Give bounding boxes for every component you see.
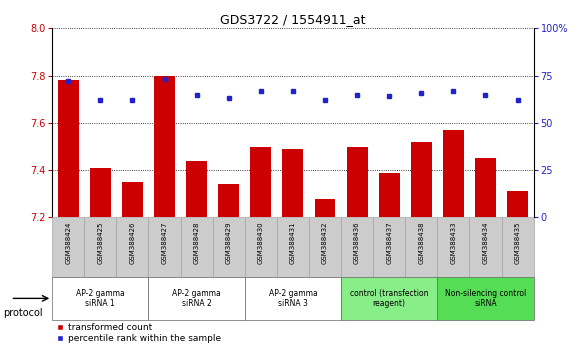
Text: GSM388429: GSM388429 [226, 222, 232, 264]
Text: GSM388436: GSM388436 [354, 222, 360, 264]
Text: GSM388426: GSM388426 [129, 222, 136, 264]
Text: GSM388430: GSM388430 [258, 222, 264, 264]
Bar [379, 172, 400, 217]
Bar [373, 217, 405, 277]
Bar [117, 217, 148, 277]
Bar [437, 277, 534, 320]
Text: AP-2 gamma
siRNA 2: AP-2 gamma siRNA 2 [172, 289, 221, 308]
Text: AP-2 gamma
siRNA 3: AP-2 gamma siRNA 3 [269, 289, 317, 308]
Bar [180, 217, 213, 277]
Bar [341, 277, 437, 320]
Bar [186, 161, 207, 217]
Bar [411, 142, 432, 217]
Bar [314, 199, 335, 217]
Bar [245, 217, 277, 277]
Text: AP-2 gamma
siRNA 1: AP-2 gamma siRNA 1 [76, 289, 125, 308]
Bar [213, 217, 245, 277]
Bar [437, 217, 469, 277]
Text: GSM388431: GSM388431 [290, 222, 296, 264]
Text: GSM388432: GSM388432 [322, 222, 328, 264]
Text: control (transfection
reagent): control (transfection reagent) [350, 289, 429, 308]
Text: Non-silencing control
siRNA: Non-silencing control siRNA [445, 289, 526, 308]
Bar [251, 147, 271, 217]
Text: GSM388425: GSM388425 [97, 222, 103, 264]
Legend: transformed count, percentile rank within the sample: transformed count, percentile rank withi… [57, 323, 220, 343]
Bar [507, 192, 528, 217]
Bar [309, 217, 341, 277]
Bar [90, 168, 111, 217]
Bar [277, 217, 309, 277]
Text: protocol: protocol [3, 308, 42, 318]
Text: GSM388433: GSM388433 [450, 222, 456, 264]
Bar [84, 217, 117, 277]
Bar [245, 277, 341, 320]
Bar [52, 217, 84, 277]
Text: GSM388427: GSM388427 [161, 222, 168, 264]
Bar [443, 130, 464, 217]
Bar [282, 149, 303, 217]
Bar [58, 80, 79, 217]
Bar [122, 182, 143, 217]
Text: GSM388434: GSM388434 [483, 222, 488, 264]
Text: GSM388438: GSM388438 [418, 222, 425, 264]
Text: GSM388424: GSM388424 [65, 222, 71, 264]
Bar [405, 217, 437, 277]
Bar [469, 217, 502, 277]
Bar [148, 217, 180, 277]
Bar [52, 277, 148, 320]
Bar [148, 277, 245, 320]
Text: GSM388428: GSM388428 [194, 222, 200, 264]
Bar [341, 217, 373, 277]
Bar [502, 217, 534, 277]
Bar [475, 158, 496, 217]
Bar [218, 184, 239, 217]
Bar [347, 147, 368, 217]
Text: GSM388437: GSM388437 [386, 222, 392, 264]
Text: GSM388435: GSM388435 [514, 222, 521, 264]
Title: GDS3722 / 1554911_at: GDS3722 / 1554911_at [220, 13, 365, 26]
Bar [154, 76, 175, 217]
